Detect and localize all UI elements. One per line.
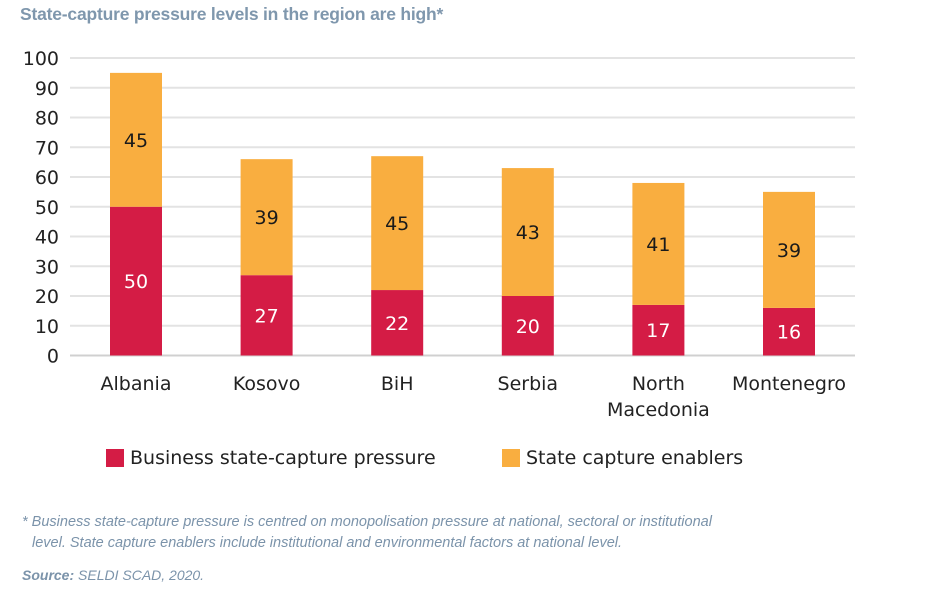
bar-segment-enablers (501, 168, 554, 296)
y-tick-label: 60 (35, 167, 59, 189)
bar-segment-enablers (763, 191, 815, 308)
footnote-line-2: level. State capture enablers include in… (32, 535, 623, 551)
y-tick-label: 40 (35, 227, 59, 249)
y-tick-label: 50 (35, 197, 59, 219)
stacked-bar-chart: 0 10 20 30 40 50 60 70 80 90 100 50 45 27 39 22 45 20 43 1… (23, 48, 855, 421)
legend-swatch-business-pressure (106, 449, 124, 467)
legend-item-business-pressure: Business state-capture pressure (106, 447, 436, 469)
y-tick-label: 20 (35, 286, 59, 308)
bar-segment-enablers (371, 156, 424, 291)
data-label: 50 (124, 271, 148, 293)
y-tick-label: 0 (47, 346, 59, 368)
y-tick-label: 80 (35, 108, 59, 130)
data-label: 17 (646, 320, 670, 342)
data-label: 45 (124, 130, 148, 152)
y-tick-label: 70 (35, 137, 59, 159)
y-tick-label: 90 (35, 78, 59, 100)
bar-segment-business-pressure (240, 275, 293, 356)
bar-segment-business-pressure (110, 206, 162, 356)
data-label: 45 (385, 213, 409, 235)
x-category-label: Serbia (498, 373, 559, 395)
data-label: 39 (255, 207, 279, 229)
footnote-line-1: * Business state-capture pressure is cen… (22, 514, 712, 530)
source-text: SELDI SCAD, 2020. (74, 567, 205, 583)
x-category-label: North (632, 373, 685, 395)
bar-segment-business-pressure (632, 304, 685, 356)
bar-segment-business-pressure (763, 307, 815, 356)
x-axis: Albania Kosovo BiH Serbia North Macedonia Mont… (101, 373, 846, 421)
bar-segment-enablers (632, 182, 685, 305)
x-category-label: BiH (381, 373, 414, 395)
bar-segment-enablers (240, 159, 293, 276)
y-tick-label: 100 (23, 48, 59, 70)
y-axis: 0 10 20 30 40 50 60 70 80 90 100 (23, 48, 59, 368)
bar-segment-business-pressure (371, 290, 424, 356)
footnote: * Business state-capture pressure is cen… (22, 512, 902, 554)
data-label: 16 (777, 322, 801, 344)
y-tick-label: 10 (35, 316, 59, 338)
bar-segment-enablers (110, 72, 162, 207)
x-category-label: Macedonia (607, 399, 710, 421)
y-tick-label: 30 (35, 256, 59, 278)
chart-title: State-capture pressure levels in the reg… (20, 4, 444, 24)
legend-label-enablers: State capture enablers (526, 447, 744, 469)
data-label: 43 (516, 222, 540, 244)
legend-swatch-enablers (502, 449, 520, 467)
bars: 50 45 27 39 22 45 20 43 17 41 16 39 (110, 72, 815, 356)
x-category-label: Montenegro (732, 373, 846, 395)
data-label: 27 (255, 305, 279, 327)
bar-segment-business-pressure (501, 296, 554, 356)
legend-item-enablers: State capture enablers (502, 447, 743, 469)
data-label: 20 (516, 316, 540, 338)
source-note: Source: SELDI SCAD, 2020. (22, 567, 204, 583)
x-category-label: Kosovo (233, 373, 301, 395)
gridlines (70, 57, 855, 357)
data-label: 39 (777, 240, 801, 262)
data-label: 22 (385, 313, 409, 335)
data-label: 41 (646, 234, 670, 256)
x-category-label: Albania (101, 373, 172, 395)
source-label: Source: (22, 567, 75, 583)
legend-label-business-pressure: Business state-capture pressure (130, 447, 436, 469)
